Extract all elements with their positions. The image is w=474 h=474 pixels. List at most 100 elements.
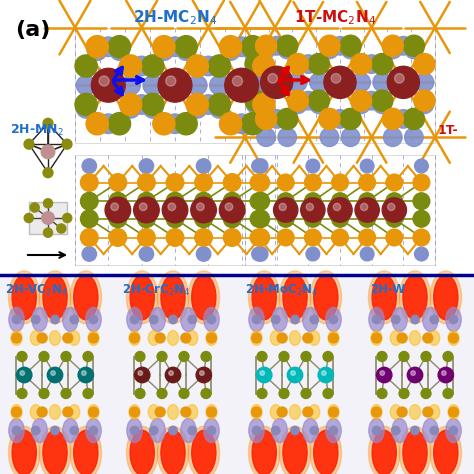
Circle shape — [377, 389, 387, 399]
Circle shape — [306, 247, 319, 261]
Ellipse shape — [49, 405, 61, 419]
Circle shape — [154, 41, 173, 60]
Circle shape — [89, 333, 99, 343]
Circle shape — [331, 73, 341, 83]
Circle shape — [82, 371, 86, 375]
Bar — [245, 155, 435, 265]
Circle shape — [257, 40, 275, 59]
Ellipse shape — [446, 419, 461, 443]
Circle shape — [166, 192, 184, 210]
Circle shape — [129, 333, 139, 343]
Circle shape — [304, 210, 321, 227]
Circle shape — [372, 315, 381, 324]
Circle shape — [308, 54, 329, 74]
Circle shape — [201, 389, 211, 399]
Ellipse shape — [279, 426, 311, 474]
Circle shape — [87, 41, 107, 60]
Circle shape — [139, 159, 154, 173]
Circle shape — [139, 203, 147, 210]
Circle shape — [254, 75, 273, 95]
Circle shape — [413, 210, 430, 227]
Circle shape — [155, 407, 165, 417]
Circle shape — [340, 35, 361, 56]
Circle shape — [219, 197, 245, 223]
Circle shape — [195, 173, 212, 191]
Circle shape — [63, 333, 73, 343]
Circle shape — [11, 407, 21, 417]
Circle shape — [355, 198, 379, 222]
Circle shape — [89, 315, 98, 324]
Ellipse shape — [272, 308, 287, 331]
Ellipse shape — [430, 271, 462, 324]
Circle shape — [246, 95, 265, 114]
Circle shape — [254, 99, 273, 118]
Circle shape — [383, 128, 402, 146]
Circle shape — [415, 95, 434, 114]
Ellipse shape — [204, 419, 219, 443]
Ellipse shape — [314, 430, 338, 474]
Ellipse shape — [249, 308, 264, 331]
Ellipse shape — [283, 430, 307, 474]
Circle shape — [195, 210, 212, 228]
Circle shape — [51, 315, 59, 324]
Ellipse shape — [206, 405, 217, 419]
Ellipse shape — [30, 405, 41, 419]
Circle shape — [99, 76, 109, 86]
Circle shape — [341, 40, 360, 59]
Circle shape — [187, 99, 207, 118]
Circle shape — [63, 213, 72, 223]
Circle shape — [304, 193, 321, 210]
Circle shape — [272, 426, 280, 435]
Ellipse shape — [69, 405, 80, 419]
Circle shape — [242, 113, 264, 135]
Circle shape — [219, 113, 242, 135]
Circle shape — [209, 93, 230, 116]
Circle shape — [319, 109, 340, 129]
Circle shape — [252, 210, 270, 228]
Circle shape — [257, 352, 267, 362]
Ellipse shape — [73, 430, 98, 474]
Circle shape — [207, 333, 217, 343]
Circle shape — [318, 367, 334, 383]
Ellipse shape — [410, 330, 420, 346]
Circle shape — [175, 36, 197, 58]
Circle shape — [209, 55, 230, 77]
Circle shape — [168, 203, 176, 210]
Circle shape — [413, 229, 430, 246]
Circle shape — [169, 426, 177, 435]
Ellipse shape — [70, 271, 101, 324]
Ellipse shape — [290, 330, 301, 346]
Circle shape — [321, 371, 326, 375]
Circle shape — [195, 228, 212, 246]
Circle shape — [119, 93, 142, 116]
Circle shape — [279, 389, 289, 399]
Circle shape — [277, 407, 287, 417]
Circle shape — [254, 159, 268, 173]
Circle shape — [109, 113, 130, 135]
Circle shape — [119, 55, 142, 77]
Circle shape — [257, 128, 275, 146]
Circle shape — [41, 145, 55, 159]
Ellipse shape — [272, 419, 287, 443]
Text: 2H-CrC$_2$N$_4$: 2H-CrC$_2$N$_4$ — [122, 283, 191, 298]
Circle shape — [142, 93, 164, 116]
Circle shape — [299, 55, 318, 73]
Text: 2H-MN$_2$: 2H-MN$_2$ — [10, 122, 64, 137]
Circle shape — [245, 54, 266, 74]
Circle shape — [83, 352, 93, 362]
Ellipse shape — [429, 330, 440, 346]
Circle shape — [12, 315, 21, 324]
Circle shape — [320, 128, 339, 146]
Circle shape — [242, 36, 264, 58]
Circle shape — [380, 371, 384, 375]
Circle shape — [363, 55, 381, 73]
Ellipse shape — [39, 271, 71, 324]
Ellipse shape — [167, 330, 179, 346]
Circle shape — [299, 91, 318, 110]
Circle shape — [219, 36, 242, 58]
Ellipse shape — [187, 405, 198, 419]
Circle shape — [37, 407, 47, 417]
Circle shape — [207, 426, 216, 435]
Circle shape — [109, 210, 127, 228]
Circle shape — [186, 55, 209, 77]
